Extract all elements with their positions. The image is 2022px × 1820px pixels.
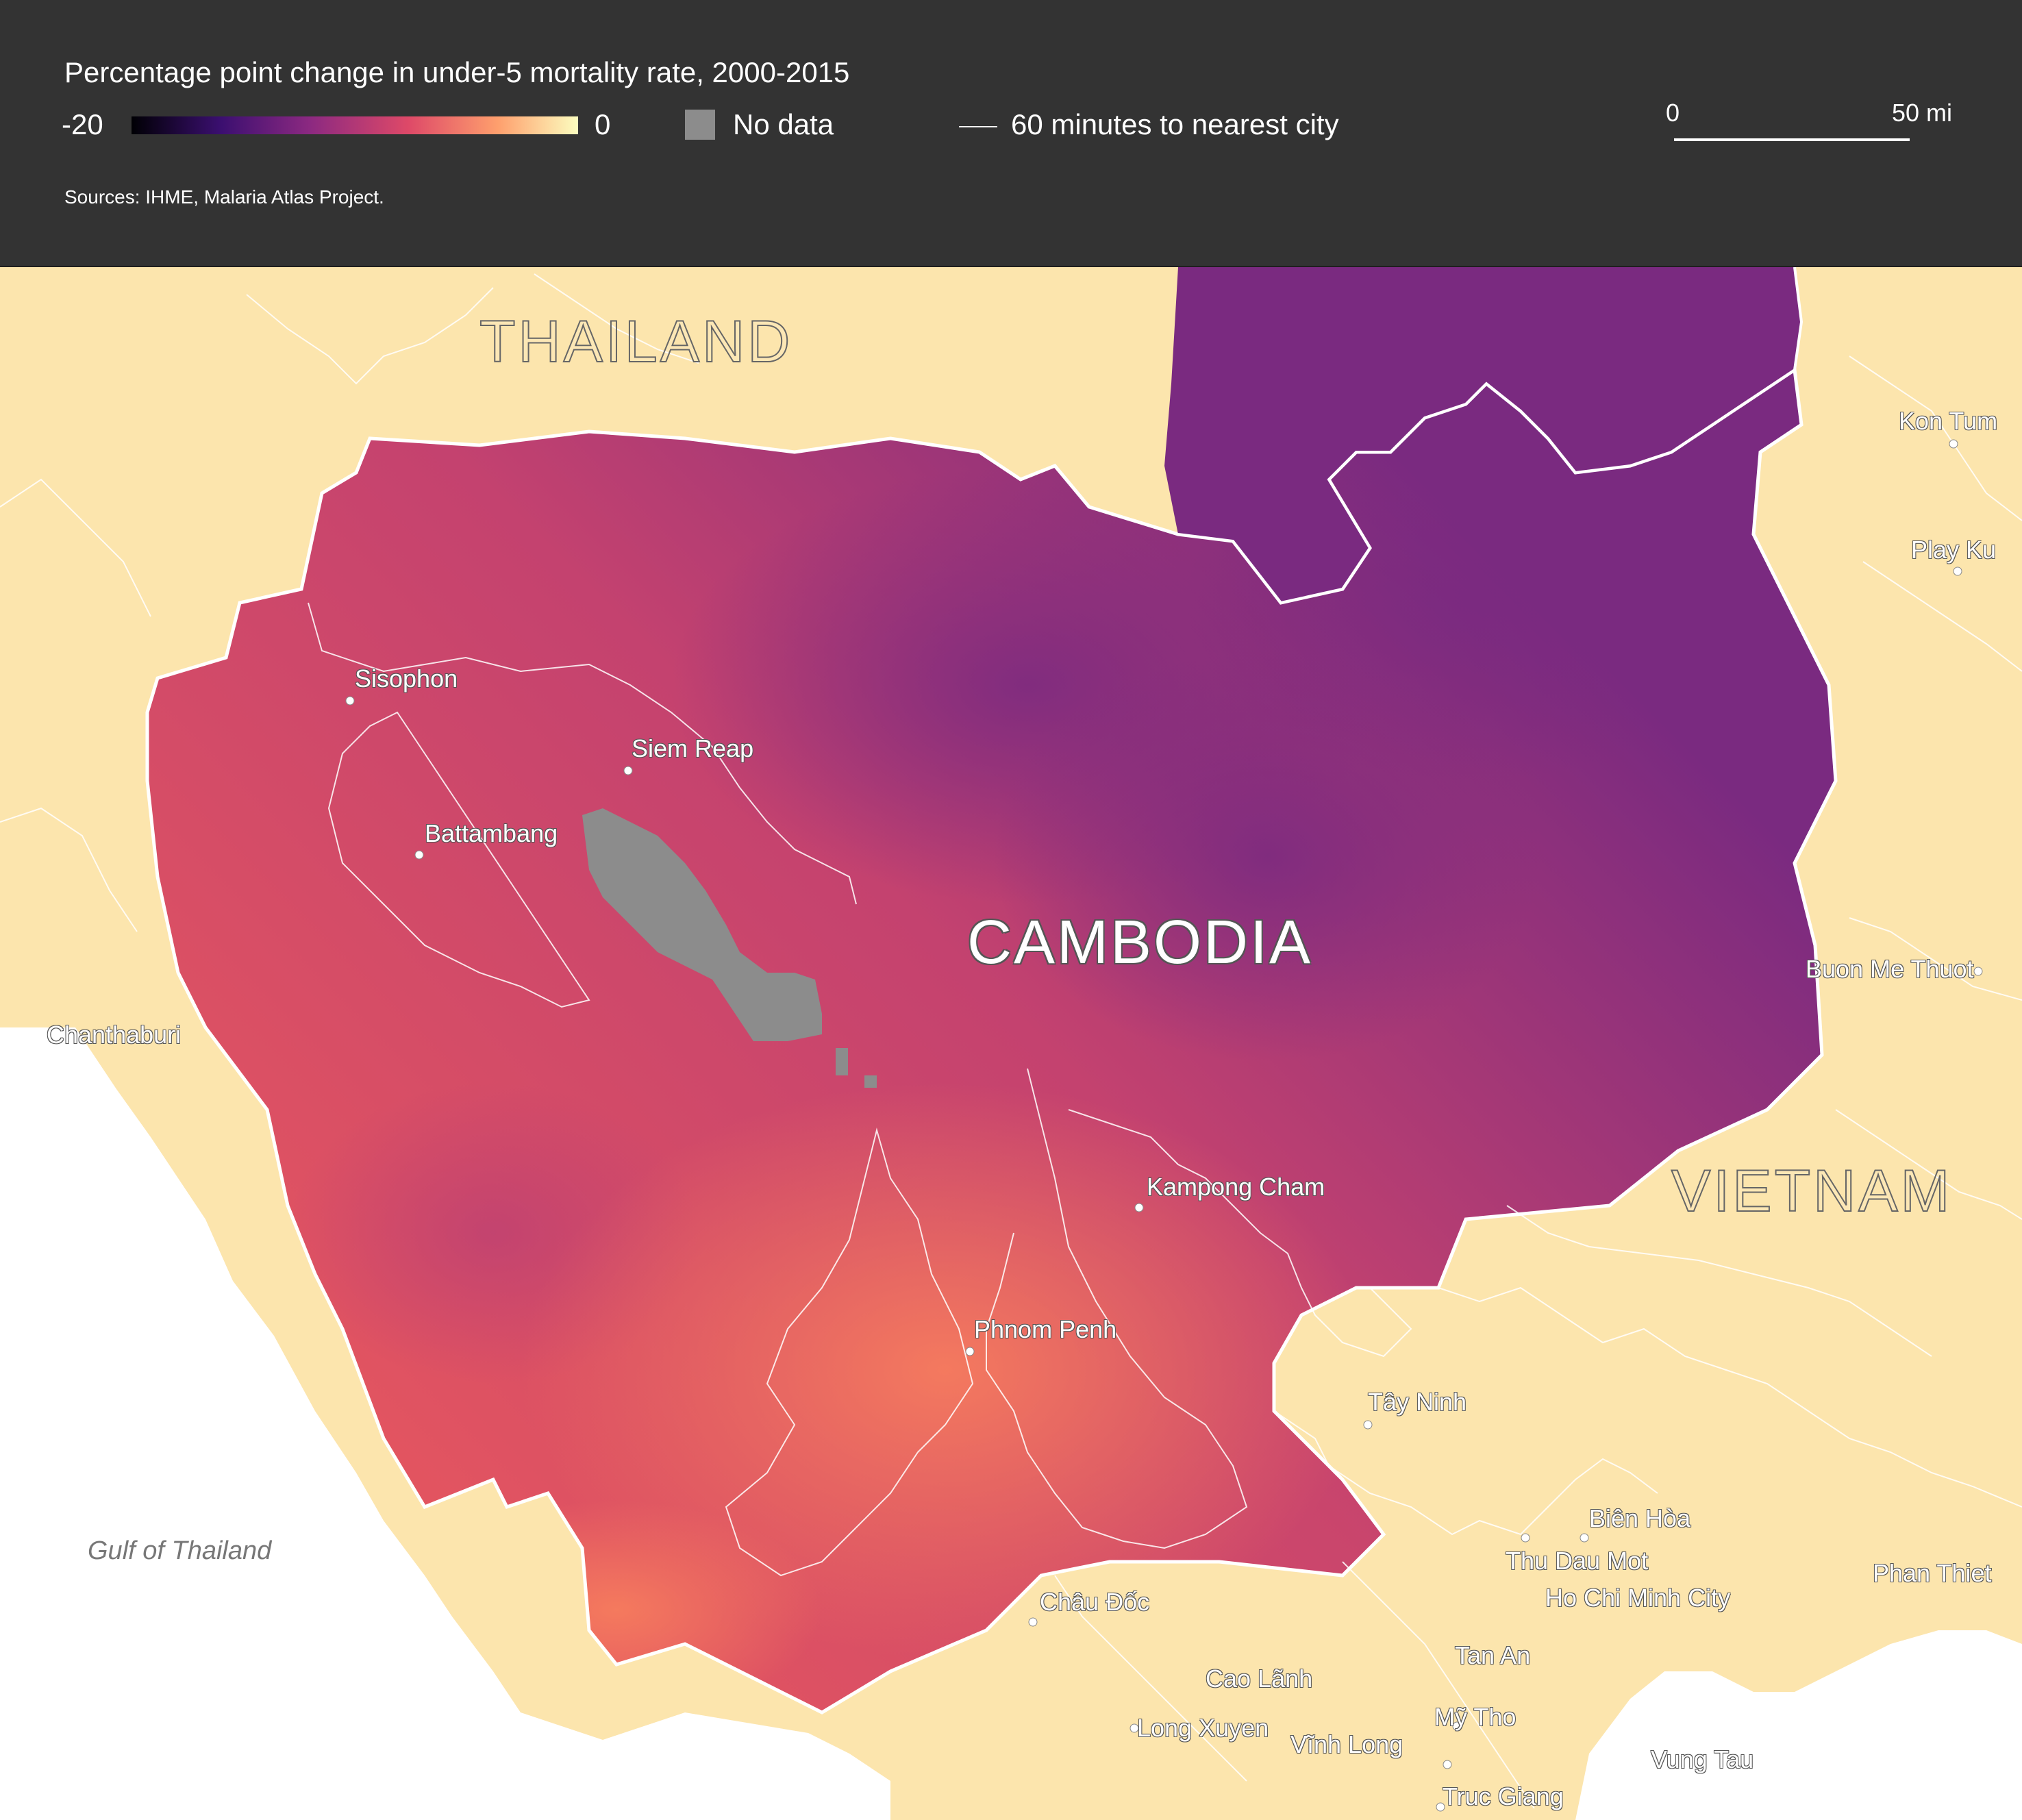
scale-bar [1674,138,1910,141]
city-label-bien-hoa: Biên Hòa [1589,1504,1691,1532]
country-label-thailand: THAILAND [479,308,793,375]
legend-max-label: 0 [595,108,611,140]
country-label-cambodia: CAMBODIA [967,908,1313,977]
city-dots [345,439,1983,1812]
city-label-ho-chi-minh-city: Ho Chi Minh City [1545,1584,1731,1612]
gulf-of-thailand-water [0,1027,890,1820]
city-label-thu-dau-mot: Thu Dau Mot [1506,1547,1649,1575]
legend-color-ramp [132,116,578,134]
isoline-swatch [959,126,997,127]
cambodia-choropleth [147,370,1836,1712]
city-label-kampong-cham: Kampong Cham [1147,1173,1325,1201]
travel-time-isolines [0,273,2022,1809]
city-label-vinh-long: Vĩnh Long [1290,1730,1403,1758]
legend-min-label: -20 [62,108,103,140]
laos-border [1053,266,1803,605]
city-label-buon-me-thuot: Buon Me Thuot [1806,955,1974,983]
city-label-phnom-penh: Phnom Penh [974,1315,1117,1343]
isoline-label: 60 minutes to nearest city [1011,108,1339,140]
no-data-label: No data [733,108,834,140]
mekong-delta-coast-water [1575,1630,2022,1820]
no-data-patch [836,1048,848,1075]
city-label-phan-thiet: Phan Thiet [1873,1559,1992,1587]
no-data-patch [864,1075,877,1088]
city-label-sisophon: Sisophon [355,664,458,693]
scale-bar-start-label: 0 [1666,99,1680,127]
city-label-tan-an: Tan An [1455,1641,1531,1669]
no-data-swatch [685,110,715,140]
legend-title: Percentage point change in under-5 morta… [64,56,850,88]
country-label-vietnam: VIETNAM [1671,1158,1953,1225]
city-label-battambang: Battambang [425,819,558,847]
city-label-chau-doc: Châu Đốc [1040,1588,1150,1616]
laos-southern-region [1164,267,1801,603]
tonle-sap-no-data [582,808,822,1041]
city-label-cao-lanh: Cao Lãnh [1206,1665,1313,1693]
city-label-kon-tum: Kon Tum [1899,407,1998,435]
cambodia-border [145,366,1838,1715]
sources-note: Sources: IHME, Malaria Atlas Project. [64,186,384,208]
city-label-tay-ninh: Tây Ninh [1368,1388,1467,1416]
city-label-my-tho: Mỹ Tho [1434,1703,1516,1731]
city-label-play-ku: Play Ku [1911,536,1997,564]
scale-bar-end-label: 50 mi [1892,99,1953,127]
city-label-truc-giang: Truc Giang [1443,1782,1564,1810]
city-label-chanthaburi: Chanthaburi [47,1021,182,1049]
water-label-gulf-of-thailand: Gulf of Thailand [88,1536,272,1565]
legend-panel: Percentage point change in under-5 morta… [0,0,2022,267]
city-label-long-xuyen: Long Xuyen [1137,1714,1269,1742]
city-label-vung-tau: Vung Tau [1651,1745,1754,1773]
city-label-siem-reap: Siem Reap [632,734,754,762]
